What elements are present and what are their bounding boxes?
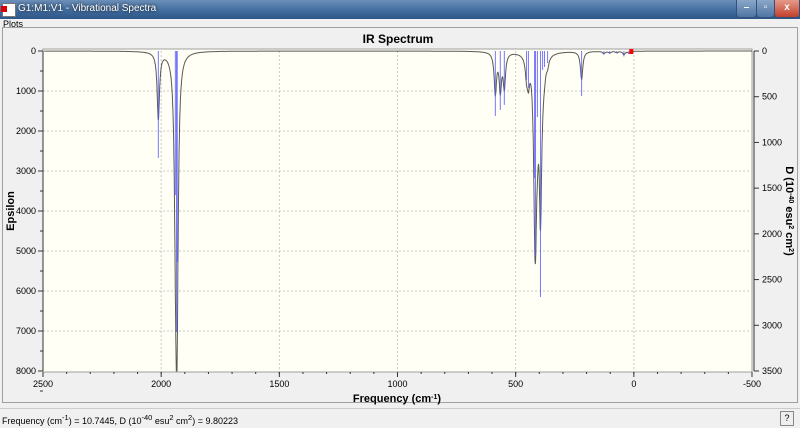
window-title: G1:M1:V1 - Vibrational Spectra [18,3,157,14]
y-tick-label: 2000 [16,126,36,136]
y-tick-label: 4000 [16,206,36,216]
y2-tick-label: 2000 [762,229,782,239]
status-bar: Frequency (cm-1) = 10.7445, D (10-40 esu… [0,408,800,428]
y-tick-label: 8000 [16,366,36,376]
plot-area[interactable] [42,48,753,373]
cursor-readout: Frequency (cm-1) = 10.7445, D (10-40 esu… [2,413,238,426]
menu-plots[interactable]: Plots [3,19,24,29]
y2-tick-label: 3500 [762,366,782,376]
y2-tick-label: 500 [762,92,777,102]
spectrum-curve [44,50,752,372]
chart-title: IR Spectrum [363,32,434,46]
x-tick-label: 0 [631,379,636,389]
y-tick-label: 0 [31,46,36,56]
y-tick-label: 6000 [16,286,36,296]
cursor-marker[interactable] [629,49,634,54]
x-axis-label: Frequency (cm-1) [353,393,441,405]
y-tick-label: 3000 [16,166,36,176]
x-tick-label: 500 [508,379,523,389]
app-icon[interactable] [1,3,16,17]
y2-tick-label: 1000 [762,137,782,147]
y2-axis-label: D (10-40 esu2 cm2) [783,166,795,256]
y-tick-label: 7000 [16,326,36,336]
x-tick-label: 1500 [269,379,289,389]
x-tick-label: 2500 [33,379,53,389]
y-tick-label: 1000 [16,86,36,96]
y-tick-label: 5000 [16,246,36,256]
y2-tick-label: 1500 [762,183,782,193]
help-icon[interactable]: ? [780,411,794,426]
x-tick-label: 2000 [151,379,171,389]
y2-tick-label: 3000 [762,320,782,330]
x-tick-label: 1000 [387,379,407,389]
y2-tick-label: 0 [762,46,767,56]
x-tick-label: -500 [743,379,761,389]
title-bar: G1:M1:V1 - Vibrational Spectra – ▫ x [0,0,800,19]
y2-tick-label: 2500 [762,275,782,285]
y-axis-label: Epsilon [5,191,17,231]
